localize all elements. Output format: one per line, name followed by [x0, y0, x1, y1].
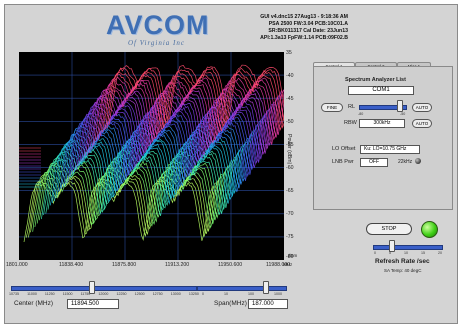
center-scale-tick: 12000: [98, 292, 109, 296]
22khz-label: 22kHz: [398, 159, 413, 165]
logo-text: AVCOM: [106, 10, 210, 40]
power-tick: -45: [286, 96, 294, 102]
waterfall-trace: [104, 70, 284, 130]
span-slider-handle[interactable]: [263, 281, 269, 294]
center-slider-handle[interactable]: [89, 281, 95, 294]
sa-temperature: SA Temp: 40 degC: [384, 268, 422, 273]
spectrum-plot[interactable]: [19, 52, 284, 260]
span-scale-tick: 100: [248, 292, 254, 296]
waterfall-trace: [108, 64, 284, 126]
center-scale-tick: 12500: [134, 292, 145, 296]
refresh-scale-tick: 20: [438, 251, 442, 255]
refresh-scale-tick: 15: [421, 251, 425, 255]
freq-tick: 11875.800: [112, 262, 137, 268]
refresh-scale-tick: 0: [374, 251, 376, 255]
info-line: PSA 2500 FW:3.04 PCB:10C01.A: [268, 21, 348, 27]
freq-tick: 11913.200: [165, 262, 190, 268]
rl-slider-handle[interactable]: [397, 100, 403, 112]
waterfall-trace: [91, 88, 282, 150]
logo-subtitle: Of Virginia Inc: [128, 39, 185, 47]
power-tick: -75: [286, 234, 294, 240]
refresh-slider-track[interactable]: [373, 245, 443, 250]
mhz-unit: MHz: [283, 262, 293, 267]
rbw-select[interactable]: 300kHz: [359, 119, 405, 128]
refresh-rate-label: Refresh Rate /sec: [375, 258, 430, 265]
center-slider-track[interactable]: [11, 286, 197, 291]
power-axis-label: Power (dBm): [286, 134, 292, 165]
analyzer-list-title: Spectrum Analyzer List: [345, 77, 406, 83]
power-tick: -65: [286, 188, 294, 194]
info-line: SR:BK011317 Cal Date: 23Jun13: [268, 28, 348, 34]
span-slider-track[interactable]: [197, 286, 287, 291]
lo-offset-label: LO Offset: [332, 146, 356, 152]
center-scale-tick: 10735: [9, 292, 19, 296]
center-scale-tick: 12250: [116, 292, 127, 296]
center-scale-tick: 11500: [62, 292, 73, 296]
info-line: API:1.3a13 FpFW:1.14 PCB:09F02.B: [260, 35, 348, 41]
power-tick: -60: [286, 165, 294, 171]
span-scale: 0 10 100 1000: [202, 292, 282, 296]
status-led: [421, 221, 438, 238]
rl-label: RL: [348, 104, 356, 110]
info-line: GUI v4.dnc15 27Aug13 - 9:18:36 AM: [260, 14, 348, 20]
rbw-label: RBW: [344, 120, 357, 126]
span-label: Span(MHz): [214, 300, 247, 307]
refresh-slider-handle[interactable]: [389, 240, 395, 252]
refresh-scale-tick: 5: [389, 251, 391, 255]
stop-button[interactable]: STOP: [366, 223, 412, 235]
rl-auto-button[interactable]: AUTO: [412, 103, 432, 112]
device-select[interactable]: COM1: [348, 86, 414, 95]
center-input[interactable]: 11894.500: [67, 299, 119, 309]
center-label: Center (MHz): [14, 300, 54, 307]
lo-offset-select[interactable]: Ku: LO=10.75 GHz: [360, 145, 420, 154]
avcom-logo: AVCOM Of Virginia Inc: [106, 10, 209, 50]
span-scale-tick: 0: [202, 292, 204, 296]
device-info: GUI v4.dnc15 27Aug13 - 9:18:36 AM PSA 25…: [200, 14, 348, 42]
power-tick: -70: [286, 211, 294, 217]
lnb-power-label: LNB Pwr: [332, 159, 354, 165]
rl-max: -50: [400, 112, 406, 116]
waterfall-traces: [19, 64, 284, 243]
span-scale-tick: 10: [224, 292, 228, 296]
center-scale-tick: 13000: [170, 292, 181, 296]
center-scale-tick: 11750: [80, 292, 91, 296]
center-scale: 10735 11000 11250 11500 11750 12000 1225…: [9, 292, 199, 296]
22khz-indicator: [415, 158, 421, 164]
lnb-power-select[interactable]: OFF: [360, 158, 388, 167]
frequency-axis: 1801.000 11838.400 11875.800 11913.200 1…: [6, 262, 295, 272]
refresh-scale: 0 5 10 15 20: [374, 251, 442, 255]
power-tick: -55: [286, 142, 294, 148]
refresh-scale-tick: 10: [404, 251, 408, 255]
freq-tick: 1801.000: [6, 262, 28, 268]
rl-slider-track[interactable]: [359, 105, 407, 110]
span-scale-tick: 1000: [274, 292, 282, 296]
rbw-auto-button[interactable]: AUTO: [412, 119, 432, 128]
center-scale-tick: 12750: [152, 292, 163, 296]
control-panel: Spectrum Analyzer List COM1 FINE RL -80 …: [313, 66, 453, 210]
power-tick: 35: [286, 50, 292, 56]
power-tick: -50: [286, 119, 294, 125]
fine-button[interactable]: FINE: [321, 103, 343, 112]
center-scale-tick: 11250: [44, 292, 55, 296]
span-input[interactable]: 187.000: [248, 299, 288, 309]
dbm-unit: dBm: [288, 253, 298, 258]
power-tick: -80: [286, 254, 294, 260]
rl-min: -80: [358, 112, 364, 116]
freq-tick: 11838.400: [59, 262, 84, 268]
freq-tick: 11950.600: [218, 262, 243, 268]
freq-tick: 11988.000: [266, 262, 291, 268]
center-scale-tick: 13250: [188, 292, 199, 296]
power-tick: -40: [286, 73, 294, 79]
center-scale-tick: 11000: [27, 292, 37, 296]
power-axis: 35 -40 -45 -50 -55 -60 -65 -70 -75 -80: [286, 50, 316, 260]
